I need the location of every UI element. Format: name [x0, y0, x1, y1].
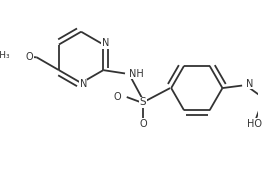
Text: O: O [26, 52, 34, 62]
Text: NH: NH [129, 69, 143, 79]
Text: S: S [140, 97, 146, 107]
Text: O: O [139, 119, 147, 129]
Text: O: O [114, 92, 121, 102]
Text: HO: HO [247, 118, 263, 129]
Text: CH₃: CH₃ [0, 52, 10, 61]
Text: N: N [246, 79, 253, 89]
Text: N: N [102, 38, 109, 48]
Text: N: N [80, 79, 87, 89]
